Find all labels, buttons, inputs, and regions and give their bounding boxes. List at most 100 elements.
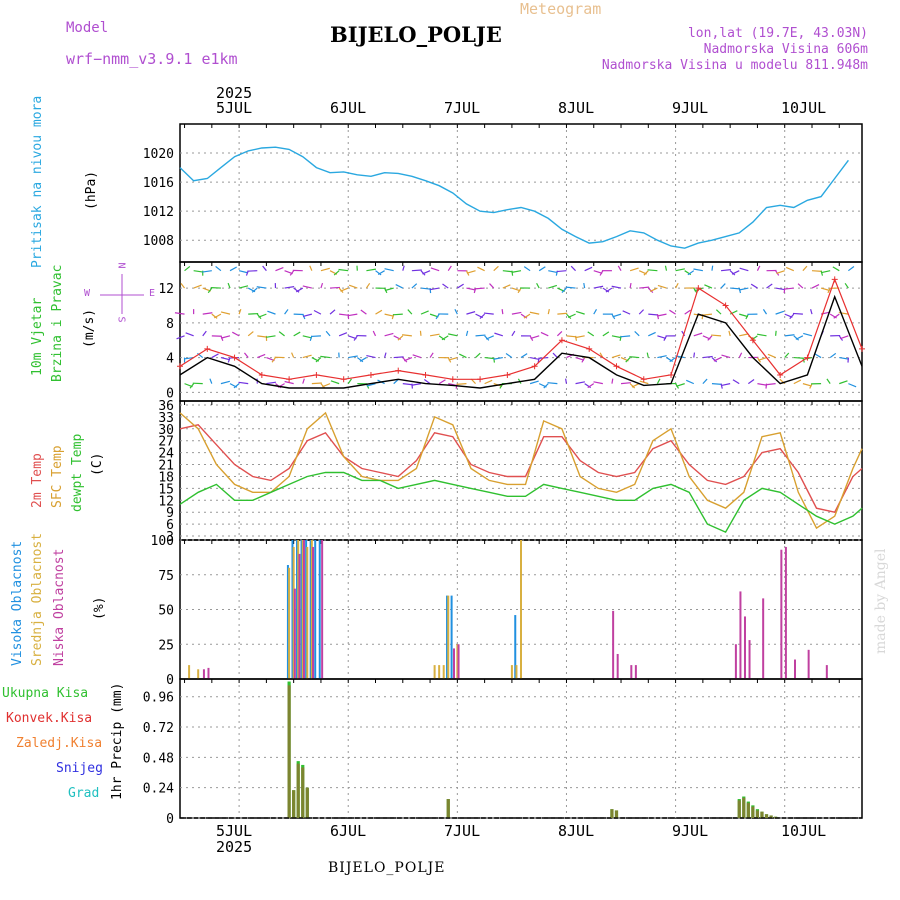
wind-barb [611, 378, 614, 384]
gust-marker [777, 371, 784, 378]
wind-barb [611, 285, 622, 289]
high-cloud-bar [286, 565, 289, 679]
wind-barb [739, 313, 749, 318]
y-tick-label: 21 [158, 459, 174, 474]
wind-barb [739, 287, 749, 291]
panel-frame [179, 123, 863, 263]
wind-barb [366, 354, 376, 359]
wind-barb [567, 313, 576, 319]
wind-barb [438, 335, 446, 341]
wind-barb [311, 382, 322, 385]
y-tick-label: 0 [166, 812, 174, 827]
low-cloud-bar [825, 665, 828, 679]
convective-precip-bar [760, 811, 764, 818]
wind-barb [429, 333, 440, 337]
gust-marker [177, 363, 183, 370]
wind-barb [511, 287, 521, 292]
mid-cloud-bar [310, 540, 313, 679]
gust-marker [449, 376, 456, 383]
gust-marker [477, 376, 484, 383]
wind-barb [420, 287, 431, 290]
low-cloud-bar [630, 665, 633, 679]
compass-rose: W E N S [82, 258, 162, 328]
wind-barb [685, 379, 695, 385]
top-day-label: 5JUL [216, 99, 253, 117]
panel-frame [179, 400, 863, 541]
wind-barb [302, 354, 312, 359]
wind-barb [647, 287, 654, 293]
wind-barbs [174, 265, 857, 389]
wind-barb [620, 382, 631, 385]
wind-barb [430, 267, 440, 272]
station-title: BIJELO_POLJE [330, 22, 502, 47]
wind-barb [184, 265, 191, 272]
wind-barb [839, 356, 849, 360]
wind-barb [511, 330, 516, 337]
wind-barb [728, 330, 731, 336]
wind-barb [649, 287, 658, 293]
wind-barb [732, 379, 740, 385]
wind-barb [320, 355, 331, 359]
wind-barb [185, 332, 194, 337]
legend-snow: Snijeg [56, 761, 103, 776]
wind-barb [320, 282, 324, 289]
mid-cloud-bar [297, 540, 300, 679]
wind-barb [575, 356, 585, 361]
wind-barb [474, 287, 485, 290]
compass-east: E [149, 288, 156, 299]
wind-barb [565, 286, 576, 289]
wind-barb [767, 353, 776, 359]
wind-barb [529, 380, 539, 385]
convective-precip-bar [769, 815, 773, 818]
wind-barb [209, 378, 213, 384]
gust-line [179, 277, 863, 380]
gust-marker [504, 371, 511, 378]
y-tick-label: 0 [166, 386, 174, 401]
low-cloud-bar [807, 649, 810, 679]
wind-barb [739, 333, 749, 337]
wind-barb [517, 287, 522, 294]
wind-barb [227, 282, 231, 289]
wind-barb [814, 353, 822, 359]
wind-barb [557, 312, 568, 315]
low-cloud-bar [634, 665, 637, 679]
y-tick-label: 100 [151, 534, 174, 549]
pressure-line [179, 146, 849, 249]
wind-barb [566, 335, 577, 338]
wind-barb [648, 331, 656, 337]
wind-barb [738, 352, 743, 358]
wind-barb [757, 383, 767, 386]
legend-convective-rain: Konvek.Kisa [6, 711, 93, 726]
wind-barb [402, 357, 408, 363]
wind-barb [420, 270, 426, 276]
wind-barb [548, 270, 558, 274]
low-cloud-bar [293, 588, 296, 679]
high-cloud-bar [296, 540, 299, 679]
wind-barb [829, 352, 837, 359]
wind-barb [634, 330, 640, 337]
gust-marker [859, 345, 865, 352]
mid-cloud-bar [456, 644, 459, 679]
high-cloud-bar [305, 540, 308, 679]
wind-barb [422, 270, 431, 275]
wind-barb [785, 266, 795, 272]
wind-barb [411, 383, 414, 389]
wind-barb [423, 379, 431, 385]
wind-barb [284, 286, 295, 289]
convective-precip-bar [751, 806, 755, 818]
wind-barb [448, 333, 458, 337]
wind-barb [693, 352, 696, 358]
wind-barb [839, 380, 848, 385]
low-cloud-bar [748, 640, 751, 679]
wind-barb [302, 378, 305, 384]
wind-barb [687, 270, 695, 276]
convective-precip-bar [287, 685, 291, 818]
wind-barb [256, 286, 267, 289]
y-tick-label: 0.96 [143, 691, 174, 706]
wind-barb [330, 286, 341, 289]
wind-barb [793, 335, 800, 341]
y-tick-label: 0.48 [143, 751, 174, 766]
altitude-label: Nadmorska Visina 606m [703, 42, 868, 57]
wind-barb [747, 379, 755, 385]
pressure-panel: 1008 1012 1016 1020 [143, 123, 863, 263]
